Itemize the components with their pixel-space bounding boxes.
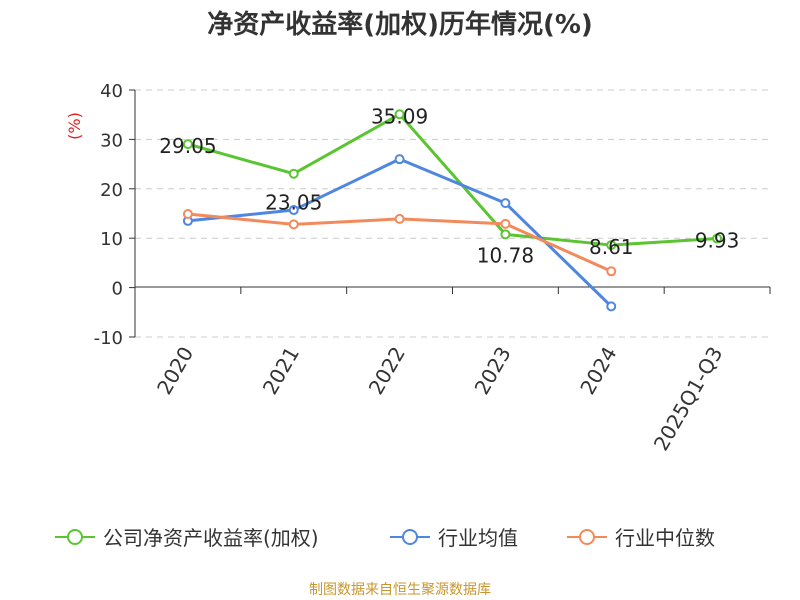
legend-label: 行业中位数: [615, 526, 715, 550]
y-tick-label: 0: [112, 279, 123, 300]
data-point[interactable]: [182, 139, 193, 150]
data-point[interactable]: [500, 229, 511, 240]
chart-legend: 公司净资产收益率(加权) 行业均值 行业中位数: [0, 522, 800, 552]
data-point[interactable]: [712, 233, 723, 244]
data-label: 35.09: [371, 104, 428, 128]
legend-item-company-roe[interactable]: 公司净资产收益率(加权): [55, 522, 319, 551]
series-line-1: [187, 157, 613, 308]
x-tick-label: 2022: [364, 343, 410, 399]
y-axis-label: (%): [65, 112, 84, 140]
data-label: 29.05: [159, 134, 216, 158]
data-label: 10.78: [477, 243, 534, 267]
y-tick-label: 40: [100, 81, 123, 102]
y-tick-label: 30: [100, 130, 123, 151]
y-tick-label: -10: [94, 328, 123, 349]
series-line-0: [187, 112, 718, 247]
data-point[interactable]: [606, 301, 617, 312]
legend-item-industry-mean[interactable]: 行业均值: [390, 522, 518, 551]
data-point[interactable]: [606, 240, 617, 251]
data-label: 9.93: [695, 229, 740, 253]
data-point[interactable]: [394, 154, 405, 165]
data-point[interactable]: [606, 266, 617, 277]
data-point[interactable]: [500, 198, 511, 209]
legend-line-marker-icon: [390, 528, 430, 545]
legend-item-industry-median[interactable]: 行业中位数: [567, 522, 715, 551]
legend-label: 行业均值: [438, 526, 518, 550]
y-tick-label: 20: [100, 180, 123, 201]
x-tick-label: 2025Q1-Q3: [649, 343, 728, 455]
legend-label: 公司净资产收益率(加权): [103, 526, 319, 550]
x-tick-label: 2020: [152, 343, 198, 399]
data-label: 8.61: [589, 235, 634, 259]
data-point[interactable]: [394, 213, 405, 224]
x-tick-label: 2024: [575, 343, 621, 399]
data-label: 23.05: [265, 191, 322, 215]
data-point[interactable]: [288, 205, 299, 216]
y-tick-label: 10: [100, 229, 123, 250]
legend-line-marker-icon: [55, 528, 95, 545]
x-tick-label: 2023: [470, 342, 516, 398]
data-point[interactable]: [500, 218, 511, 229]
data-point[interactable]: [288, 219, 299, 230]
data-point[interactable]: [182, 208, 193, 219]
data-point[interactable]: [394, 109, 405, 120]
legend-line-marker-icon: [567, 528, 607, 545]
x-tick-label: 2021: [258, 343, 304, 399]
data-point[interactable]: [288, 168, 299, 179]
chart-title: 净资产收益率(加权)历年情况(%): [207, 10, 593, 40]
source-note: 制图数据来自恒生聚源数据库: [309, 582, 491, 598]
